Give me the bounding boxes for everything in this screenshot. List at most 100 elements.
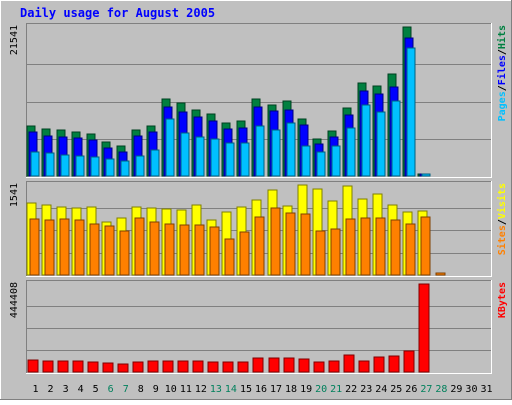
bar-sites-day-27 [420,216,431,276]
bar-kbytes-day-14 [222,361,234,373]
bar-pages-day-4 [75,155,85,177]
bar-sites-day-21 [330,228,341,276]
bar-sites-day-23 [360,217,371,276]
scale-label-visits: 1541 [9,183,20,207]
legend-text-visits-0: Sites [496,225,508,255]
bar-kbytes-day-13 [207,361,219,373]
x-tick-label-day-22: 22 [345,384,357,395]
x-tick-label-day-2: 2 [48,384,54,395]
bar-pages-day-18 [286,122,296,177]
x-tick-label-day-24: 24 [375,384,387,395]
scale-label-kbytes: 444408 [9,282,20,318]
x-tick-label-day-12: 12 [195,384,207,395]
bar-pages-day-3 [60,154,70,177]
bar-sites-day-20 [315,230,326,276]
x-tick-label-day-27: 27 [420,384,432,395]
x-tick-label-day-28: 28 [435,384,447,395]
bar-pages-day-7 [120,160,130,177]
legend-kbytes: KBytes [497,282,508,318]
bar-pages-day-15 [240,142,250,177]
bar-sites-day-26 [405,223,416,276]
bar-kbytes-day-6 [102,362,114,373]
x-tick-label-day-31: 31 [480,384,492,395]
bar-kbytes-day-19 [298,358,310,373]
x-tick-label-day-30: 30 [465,384,477,395]
bar-kbytes-day-5 [87,361,99,373]
bar-kbytes-day-12 [192,360,204,373]
bar-pages-day-6 [105,158,115,177]
x-tick-label-day-19: 19 [300,384,312,395]
bar-sites-day-10 [164,223,175,276]
bar-sites-day-4 [74,219,85,276]
bar-kbytes-day-2 [42,360,54,373]
legend-text-hits-3: / [497,49,508,55]
bar-pages-day-20 [316,151,326,177]
legend-hits: Pages/Files/Hits [496,25,508,121]
bar-kbytes-day-25 [388,355,400,373]
bar-pages-day-19 [301,145,311,177]
bar-pages-day-2 [45,152,55,177]
bar-kbytes-day-26 [403,350,415,373]
bar-sites-day-28 [435,272,446,276]
bar-sites-day-16 [254,216,265,276]
x-tick-label-day-4: 4 [78,384,84,395]
bar-sites-day-15 [239,231,250,276]
bar-pages-day-1 [30,151,40,177]
x-tick-label-day-7: 7 [123,384,129,395]
bar-kbytes-day-24 [373,356,385,373]
x-tick-label-day-9: 9 [153,384,159,395]
bar-pages-day-10 [165,118,175,177]
x-tick-label-day-18: 18 [285,384,297,395]
bar-kbytes-day-27 [418,283,430,373]
legend-text-hits-1: / [497,85,508,91]
bar-pages-day-13 [210,138,220,177]
bar-kbytes-day-4 [72,360,84,373]
legend-text-hits-2: Files [496,55,508,85]
bar-kbytes-day-23 [358,360,370,373]
bar-sites-day-1 [29,218,40,276]
bar-sites-day-6 [104,225,115,276]
bar-kbytes-day-21 [328,360,340,373]
panels-layer: 21541Pages/Files/Hits1541Sites/Visits444… [9,23,508,374]
bar-sites-day-12 [194,224,205,276]
legend-text-visits-1: / [497,219,508,225]
legend-text-visits-2: Visits [496,183,508,219]
x-tick-label-day-10: 10 [165,384,177,395]
chart-title: Daily usage for August 2005 [20,6,215,20]
x-tick-label-day-6: 6 [108,384,114,395]
x-tick-label-day-3: 3 [63,384,69,395]
x-tick-label-day-25: 25 [390,384,402,395]
bar-sites-day-11 [179,224,190,276]
bar-pages-day-8 [135,155,145,177]
bar-pages-day-25 [391,100,401,177]
panel-visits: 1541 Sites/Visits [9,181,508,277]
x-tick-label-day-14: 14 [225,384,237,395]
bar-sites-day-17 [270,207,281,276]
bar-sites-day-13 [209,226,220,276]
bar-pages-day-5 [90,156,100,177]
bar-kbytes-day-8 [132,361,144,373]
x-tick-label-day-23: 23 [360,384,372,395]
x-tick-label-day-11: 11 [180,384,192,395]
panel-kbytes: 444408 KBytes [9,280,508,374]
x-tick-label-day-13: 13 [210,384,222,395]
bar-pages-day-21 [331,145,341,177]
bar-kbytes-day-22 [343,354,355,373]
x-tick-label-day-17: 17 [270,384,282,395]
x-tick-label-day-26: 26 [405,384,417,395]
bar-sites-day-5 [89,223,100,276]
bar-kbytes-day-20 [313,361,325,373]
bar-pages-day-12 [195,136,205,177]
bar-kbytes-day-17 [268,357,280,373]
bar-kbytes-day-11 [177,360,189,373]
x-axis: 1 2 3 4 5 6 7 8 9 10 11 12 13 14 15 16 17 18 19 20 21 22 23 24 2… [33,384,493,395]
x-tick-label-day-8: 8 [138,384,144,395]
bar-kbytes-day-7 [117,363,129,373]
bar-kbytes-day-15 [237,361,249,373]
bar-kbytes-day-16 [252,357,264,373]
bar-pages-day-16 [255,125,265,177]
x-tick-label-day-5: 5 [93,384,99,395]
